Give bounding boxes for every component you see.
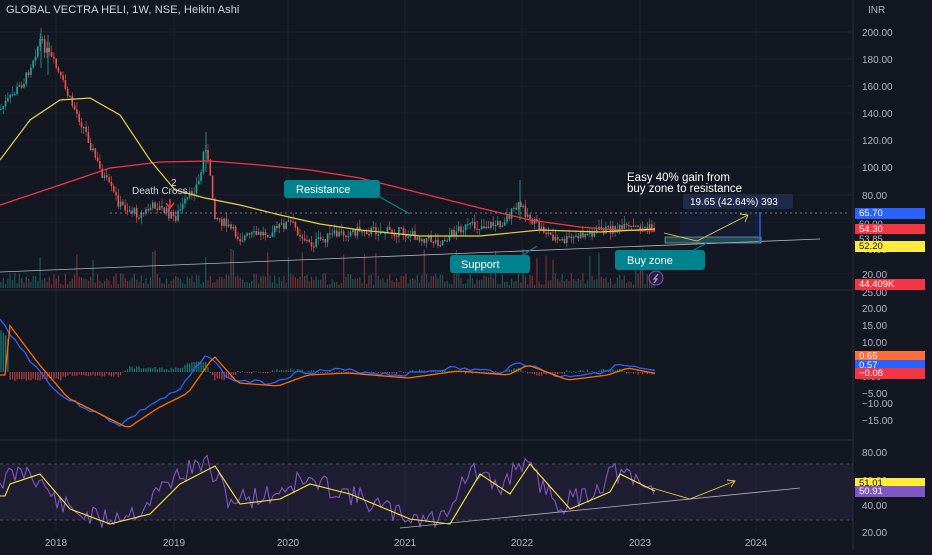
time-tick-label: 2019 bbox=[163, 538, 186, 549]
rsi-line bbox=[0, 454, 655, 529]
resistance-callout[interactable] bbox=[284, 180, 380, 198]
time-tick-label: 2021 bbox=[394, 538, 417, 549]
price-tag: 44.409K bbox=[855, 279, 925, 290]
lightning-glyph bbox=[652, 273, 659, 284]
short-moving-average-line bbox=[0, 97, 656, 237]
projection-arrow[interactable] bbox=[663, 214, 749, 242]
buy-zone-label: Buy zone bbox=[627, 255, 673, 267]
time-tick-label: 2022 bbox=[511, 538, 534, 549]
macd-histogram bbox=[0, 330, 655, 381]
gain-note-line-2: buy zone to resistance bbox=[627, 183, 742, 195]
time-tick-label: 2020 bbox=[277, 538, 300, 549]
price-tick-label: 180.00 bbox=[862, 55, 893, 66]
rsi-band bbox=[0, 464, 853, 520]
death-cross-marker: 2 bbox=[171, 178, 177, 189]
macd-tick-label: −5.00 bbox=[862, 389, 888, 400]
candlesticks bbox=[0, 28, 655, 253]
price-tag: 53.85 bbox=[855, 234, 925, 245]
buy-zone-callout[interactable] bbox=[615, 250, 705, 270]
buy-zone-rectangle[interactable] bbox=[664, 236, 762, 244]
rsi-projection-arrow[interactable] bbox=[651, 479, 736, 500]
measure-label: 19.65 (42.64%) 393 bbox=[690, 197, 778, 208]
grid-lines bbox=[0, 0, 853, 532]
macd-tick-label: −10.00 bbox=[862, 399, 893, 410]
macd-tick-label: 15.00 bbox=[862, 321, 887, 332]
price-tick-label: 160.00 bbox=[862, 82, 893, 93]
price-tag: 52.20 bbox=[855, 241, 925, 252]
rsi-value-tag: 50.91 bbox=[855, 486, 925, 497]
support-callout[interactable] bbox=[450, 255, 530, 273]
currency-label: INR bbox=[868, 5, 885, 16]
rsi-tick-label: 20.00 bbox=[862, 528, 887, 539]
price-tick-label: 140.00 bbox=[862, 109, 893, 120]
time-axis[interactable]: 2018 2019 2020 2021 2022 2023 2024 bbox=[45, 538, 768, 549]
price-tick-label: 200.00 bbox=[862, 28, 893, 39]
price-tag: 65.70 bbox=[855, 208, 925, 219]
symbol-title[interactable]: GLOBAL VECTRA HELI, 1W, NSE, Heikin Ashi bbox=[6, 4, 240, 16]
rsi-moving-average-line bbox=[0, 463, 656, 525]
rsi-value-tag: 51.01 bbox=[855, 478, 925, 489]
death-cross-label: Death Cross bbox=[132, 186, 188, 197]
macd-value-tag: −0.08 bbox=[855, 368, 925, 379]
support-label: Support bbox=[461, 259, 500, 271]
price-tick-label: 120.00 bbox=[862, 136, 893, 147]
macd-tick-label: −15.00 bbox=[862, 416, 893, 427]
macd-tick-label: 25.00 bbox=[862, 288, 887, 299]
macd-signal-line bbox=[0, 323, 656, 428]
time-tick-label: 2023 bbox=[629, 538, 652, 549]
macd-tick-label: 20.00 bbox=[862, 304, 887, 315]
death-cross-arrow-icon bbox=[165, 199, 175, 210]
price-tick-label: 100.00 bbox=[862, 163, 893, 174]
macd-tick-label: 10.00 bbox=[862, 338, 887, 349]
resistance-label: Resistance bbox=[296, 184, 350, 196]
rsi-trendline[interactable] bbox=[399, 487, 801, 529]
rsi-tick-label: 40.00 bbox=[862, 501, 887, 512]
lightning-event-icon[interactable] bbox=[648, 270, 664, 286]
measure-label-box bbox=[683, 194, 793, 209]
macd-value-tag: 0.65 bbox=[855, 351, 925, 362]
time-tick-label: 2024 bbox=[745, 538, 768, 549]
rsi-tick-label: 80.00 bbox=[862, 448, 887, 459]
projection-arrowhead bbox=[739, 213, 749, 223]
measure-box[interactable] bbox=[680, 212, 760, 242]
gain-note-line-1: Easy 40% gain from bbox=[627, 172, 730, 184]
long-moving-average-line bbox=[0, 160, 656, 232]
price-tick-label: 80.00 bbox=[862, 191, 887, 202]
price-tag: 54.30 bbox=[855, 224, 925, 235]
support-trendline[interactable] bbox=[0, 238, 821, 273]
macd-value-tag: 0.57 bbox=[855, 360, 925, 371]
resistance-pointer bbox=[377, 195, 411, 215]
price-tick-label: 20.00 bbox=[862, 270, 887, 281]
time-tick-label: 2018 bbox=[45, 538, 68, 549]
